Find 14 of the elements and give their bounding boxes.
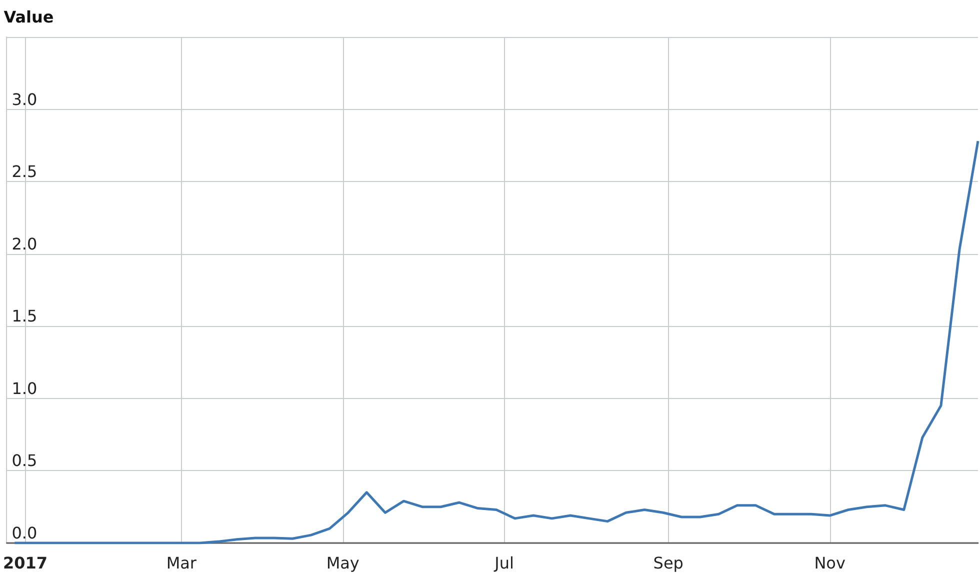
y-tick-label: 0.0: [12, 524, 38, 542]
x-tick-label: May: [326, 554, 360, 572]
y-tick-label: 1.0: [12, 378, 38, 398]
x-tick-label: Jul: [494, 554, 514, 572]
x-tick-label: Nov: [814, 554, 846, 572]
x-tick-label: Mar: [166, 554, 197, 572]
y-tick-label: 2.0: [12, 234, 38, 254]
y-tick-label: 2.5: [12, 162, 38, 182]
x-tick-label: Sep: [653, 554, 684, 572]
y-tick-label: 0.5: [12, 451, 38, 470]
y-tick-label: 3.0: [12, 90, 38, 109]
x-tick-label: 2017: [3, 554, 48, 572]
y-tick-label: 1.5: [12, 306, 38, 326]
y-axis-title: Value: [4, 8, 54, 26]
